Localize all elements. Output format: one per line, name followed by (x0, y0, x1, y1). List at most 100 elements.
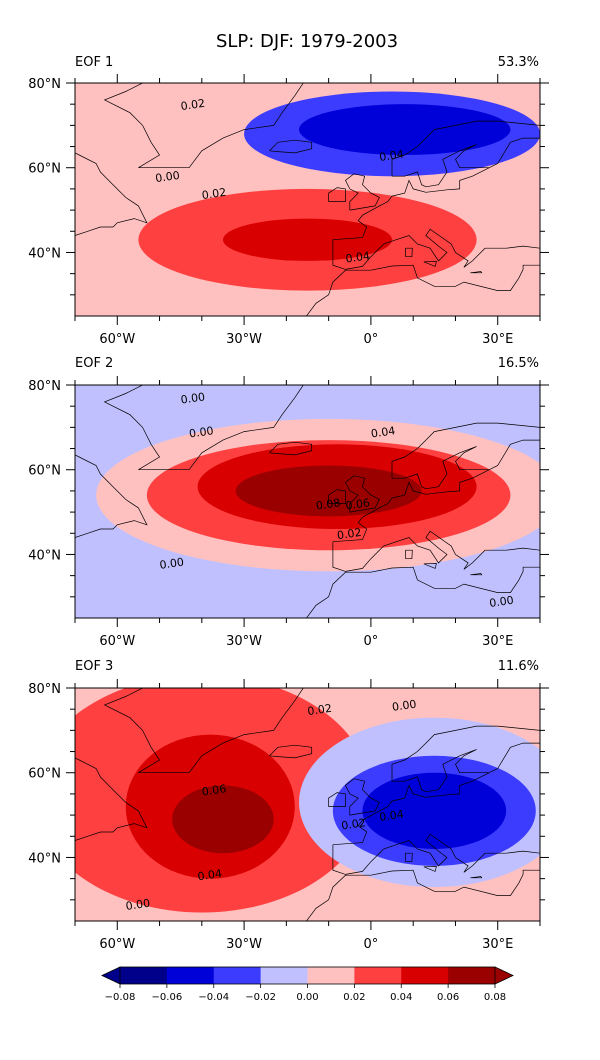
colorbar-extend-max (494, 966, 514, 985)
x-tick-label: 30°E (482, 937, 513, 952)
colorbar-swatch (120, 967, 168, 984)
coastline (470, 573, 483, 576)
x-tick-label: 60°W (99, 937, 135, 952)
x-tick-label: 60°W (99, 634, 135, 649)
contour-label: 0.00 (159, 556, 185, 572)
panel-2-variance: 16.5% (498, 356, 539, 371)
contour-label: 0.04 (345, 249, 371, 265)
eof-panel-1: EOF 1 53.3% 0.02 0.04 0.00 0.02 0.04 80°N 60°… (28, 55, 549, 347)
y-tick-label: 60°N (28, 464, 61, 479)
colorbar-tick-label: −0.02 (245, 992, 276, 1003)
coastline (269, 139, 313, 154)
x-tick-label: 30°W (226, 634, 262, 649)
y-tick-label: 40°N (28, 548, 61, 563)
contour-label: 0.04 (370, 424, 396, 440)
coastline (332, 833, 540, 875)
colorbar-swatch (354, 967, 402, 984)
coastline (345, 475, 380, 513)
colorbar-swatch (260, 967, 308, 984)
colorbar: −0.08 −0.06 −0.04 −0.02 0.00 0.02 0.04 0.06 0.08 (101, 966, 514, 1003)
x-tick-label: 30°E (482, 634, 513, 649)
contour-label: 0.02 (336, 526, 362, 542)
panel-2-axes: 80°N 60°N 40°N 60°W 30°W 0° 30°E (28, 376, 549, 649)
colorbar-tick-label: −0.06 (152, 992, 183, 1003)
eof-panel-2: EOF 2 16.5% 0.000.00 0.040.08 0.060.020.00… (28, 356, 549, 649)
anomaly-region (299, 104, 511, 156)
panel-3-contour-labels: 0.02 0.00 0.06 0.02 0.04 0.04 0.00 (125, 698, 417, 913)
y-tick-label: 80°N (28, 379, 61, 394)
contour-label: 0.04 (379, 148, 405, 164)
y-tick-label: 60°N (28, 767, 61, 782)
contour-label: 0.04 (379, 808, 405, 824)
y-tick-label: 60°N (28, 162, 61, 177)
colorbar-tick-label: 0.04 (390, 992, 412, 1003)
contour-label: 0.02 (340, 816, 366, 832)
coastline (405, 549, 413, 560)
contour-label: 0.02 (180, 97, 206, 113)
panel-1-contour-labels: 0.02 0.04 0.00 0.02 0.04 (154, 97, 404, 266)
contour-label: 0.00 (154, 169, 180, 185)
x-tick-label: 0° (364, 937, 379, 952)
colorbar-tick-label: 0.02 (343, 992, 365, 1003)
coastline (470, 876, 483, 879)
coastline (306, 566, 540, 618)
coastline (306, 869, 540, 921)
panel-3-variance: 11.6% (498, 659, 539, 674)
colorbar-swatch (448, 967, 496, 984)
coastline (103, 385, 304, 471)
coastline (405, 247, 413, 258)
panel-2-coastlines (75, 385, 540, 618)
anomaly-region (235, 465, 422, 517)
coastline (328, 792, 346, 807)
colorbar-swatch (307, 967, 355, 984)
panel-1-coastlines (75, 83, 540, 316)
coastline (328, 489, 346, 504)
x-tick-label: 30°E (482, 332, 513, 347)
y-tick-label: 80°N (28, 682, 61, 697)
coastline (332, 530, 540, 572)
colorbar-extend-min (101, 966, 121, 985)
coastline (423, 563, 437, 569)
coastline (345, 778, 380, 816)
panel-3-coastlines (75, 688, 540, 921)
coastline (332, 772, 490, 846)
y-tick-label: 40°N (28, 851, 61, 866)
coastline (470, 271, 483, 274)
coastline (269, 744, 313, 759)
contour-label: 0.00 (488, 594, 514, 610)
contour-label: 0.00 (391, 698, 417, 714)
colorbar-swatch (166, 967, 215, 984)
contour-label: 0.08 (315, 496, 341, 512)
contour-label: 0.06 (345, 496, 371, 512)
coastline (269, 441, 313, 456)
figure-title: SLP: DJF: 1979-2003 (216, 31, 398, 52)
contour-label: 0.00 (180, 390, 206, 406)
coastline (328, 187, 346, 202)
coastline (103, 83, 304, 169)
coastline (423, 261, 437, 267)
y-tick-label: 40°N (28, 246, 61, 261)
coastline (405, 852, 413, 863)
map-frame (74, 687, 541, 922)
colorbar-tick-label: 0.08 (484, 992, 506, 1003)
contour-label: 0.04 (197, 867, 223, 883)
colorbar-tick-label: 0.06 (437, 992, 459, 1003)
colorbar-tick-label: −0.04 (198, 992, 229, 1003)
x-tick-label: 30°W (226, 937, 262, 952)
coastline (332, 167, 490, 241)
panel-3-axes: 80°N 60°N 40°N 60°W 30°W 0° 30°E (28, 679, 549, 952)
contour-label: 0.06 (201, 782, 227, 798)
coastline (103, 688, 304, 774)
panel-1-label: EOF 1 (75, 55, 113, 70)
x-tick-label: 0° (364, 332, 379, 347)
panel-1-variance: 53.3% (498, 55, 539, 70)
panel-1-axes: 80°N 60°N 40°N 60°W 30°W 0° 30°E (28, 74, 549, 347)
panel-3-field (75, 688, 540, 921)
coastline (423, 866, 437, 872)
coastline (75, 454, 148, 538)
x-tick-label: 0° (364, 634, 379, 649)
contour-label: 0.02 (307, 702, 333, 718)
coastline (75, 152, 148, 236)
x-tick-label: 30°W (226, 332, 262, 347)
